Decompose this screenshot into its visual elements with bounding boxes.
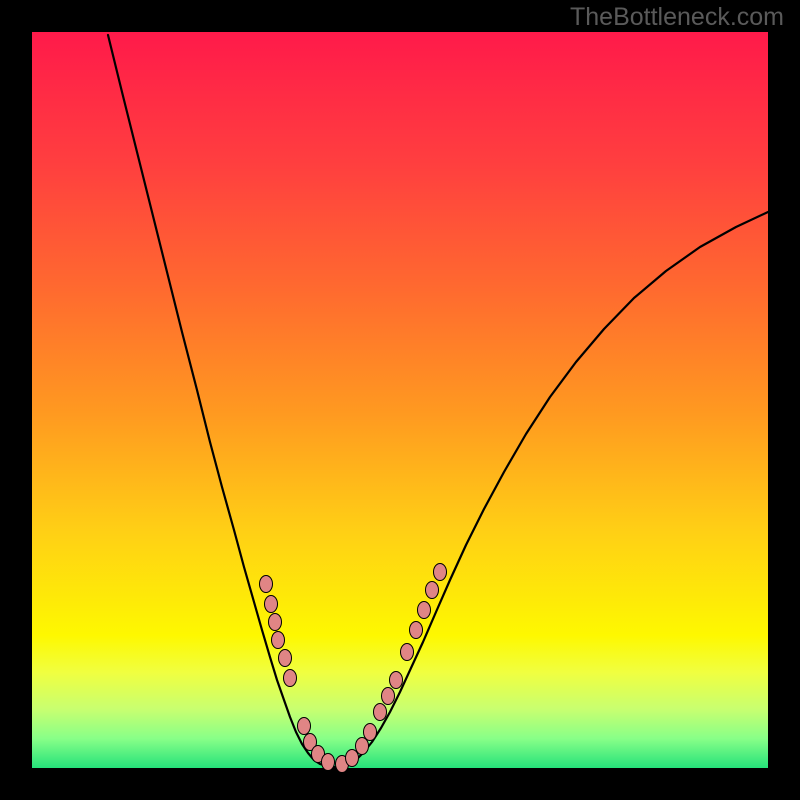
marker-point — [418, 602, 431, 619]
marker-point — [260, 576, 273, 593]
marker-point — [265, 596, 278, 613]
marker-point — [390, 672, 403, 689]
marker-point — [279, 650, 292, 667]
marker-point — [364, 724, 377, 741]
marker-point — [410, 622, 423, 639]
marker-point — [382, 688, 395, 705]
watermark-text: TheBottleneck.com — [570, 3, 784, 32]
marker-point — [401, 644, 414, 661]
marker-point — [346, 750, 359, 767]
markers-group — [260, 564, 447, 773]
curve-layer — [0, 0, 800, 800]
marker-point — [269, 614, 282, 631]
marker-point — [322, 754, 335, 771]
marker-point — [374, 704, 387, 721]
chart-container: TheBottleneck.com — [0, 0, 800, 800]
bottleneck-curve — [108, 35, 768, 767]
marker-point — [434, 564, 447, 581]
marker-point — [426, 582, 439, 599]
marker-point — [284, 670, 297, 687]
marker-point — [356, 738, 369, 755]
marker-point — [298, 718, 311, 735]
marker-point — [272, 632, 285, 649]
